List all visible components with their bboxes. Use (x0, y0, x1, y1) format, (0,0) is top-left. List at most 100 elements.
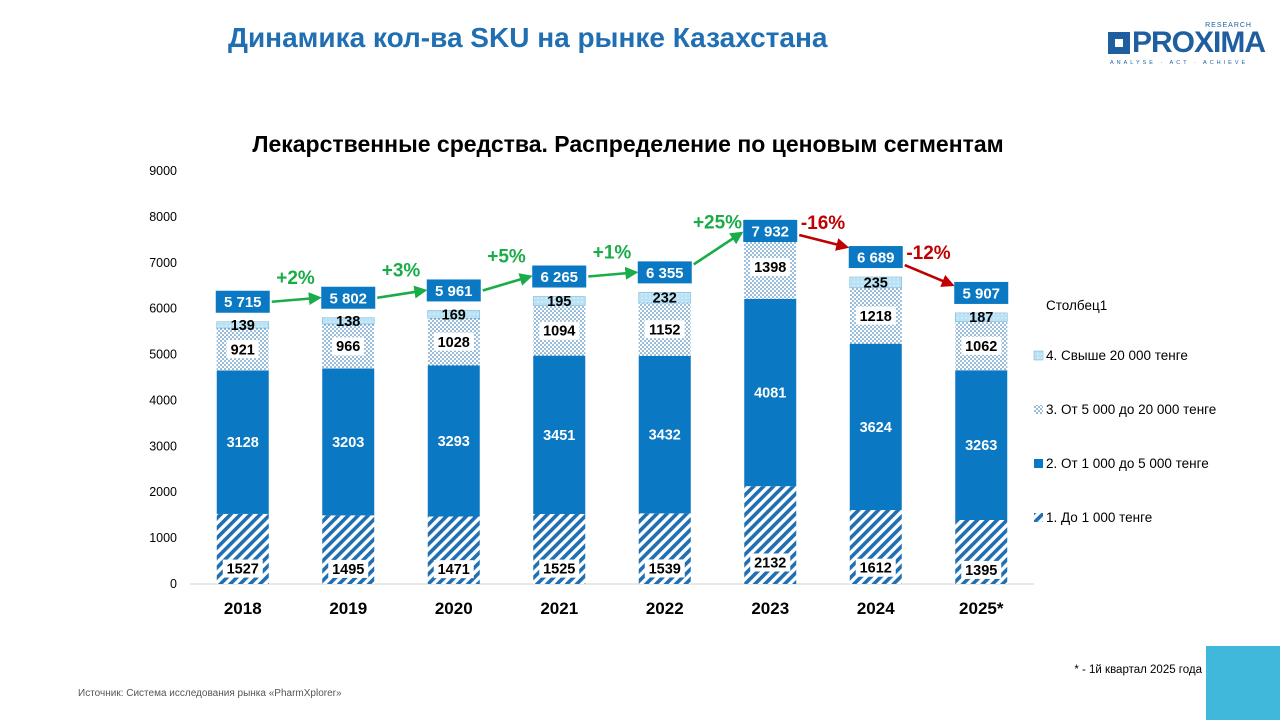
value-label: 966 (336, 339, 360, 355)
value-label-bg (433, 332, 474, 351)
growth-label: -12% (906, 243, 950, 264)
value-label: 1495 (332, 562, 364, 578)
value-label: 3128 (227, 435, 259, 451)
total-box (954, 281, 1009, 304)
legend-swatch (1034, 459, 1043, 468)
corner-decoration (1206, 646, 1280, 720)
x-tick-label: 2020 (435, 599, 473, 618)
value-label-bg (539, 559, 580, 578)
value-label-bg (855, 558, 896, 577)
growth-label: +25% (693, 213, 742, 234)
total-label: 5 907 (962, 285, 1000, 302)
value-label: 1094 (543, 324, 575, 340)
growth-arrow (588, 266, 639, 280)
value-label: 2132 (754, 555, 786, 571)
logo-name: PROXIMA (1132, 26, 1266, 59)
page-title: Динамика кол-ва SKU на рынке Казахстана (228, 22, 828, 53)
legend-label: 4. Свыше 20 000 тенге (1046, 348, 1188, 363)
value-label: 1218 (860, 309, 892, 325)
value-label: 1612 (860, 561, 892, 577)
proxima-logo: PROXIMA RESEARCH ANALYSE · ACT · ACHIEVE (1108, 22, 1266, 70)
bar-segment (427, 365, 480, 517)
value-label: 187 (969, 310, 993, 326)
total-box (215, 290, 270, 313)
source-note: Источник: Система исследования рынка «Ph… (78, 688, 342, 699)
logo-research: RESEARCH (1205, 22, 1252, 29)
total-box (426, 279, 481, 302)
legend-label: 2. От 1 000 до 5 000 тенге (1046, 456, 1209, 471)
legend: Столбец1 4. Свыше 20 000 тенге 3. От 5 000… (1033, 298, 1216, 525)
y-tick-label: 5000 (149, 348, 177, 362)
value-label: 1062 (965, 339, 997, 355)
value-label: 1525 (543, 562, 575, 578)
x-tick-label: 2023 (751, 599, 789, 618)
y-tick-label: 7000 (149, 256, 177, 270)
legend-swatch (1034, 513, 1043, 522)
total-box (532, 265, 587, 288)
footnote: * - 1й квартал 2025 года (1074, 664, 1202, 676)
growth-label: +3% (382, 260, 421, 281)
value-label-bg (332, 337, 365, 356)
bar-segment (532, 296, 586, 306)
value-label: 3432 (649, 428, 681, 444)
value-label-bg (855, 306, 896, 325)
total-label: 6 355 (646, 265, 684, 282)
growth-label: +1% (593, 242, 632, 263)
growth-arrow (798, 233, 850, 251)
value-label: 4081 (754, 386, 786, 402)
bar-segment (216, 321, 270, 329)
value-label: 1539 (649, 561, 681, 577)
value-label-bg (539, 321, 580, 340)
total-label: 6 689 (857, 250, 895, 267)
value-label: 3263 (965, 438, 997, 454)
value-label: 1028 (438, 335, 470, 351)
value-label: 1395 (965, 563, 997, 579)
bar-segment (744, 298, 797, 487)
y-tick-label: 2000 (149, 485, 177, 499)
total-box (743, 220, 798, 243)
growth-arrow (271, 292, 322, 306)
x-tick-label: 2022 (646, 599, 684, 618)
y-tick-label: 9000 (149, 164, 177, 178)
growth-label: -16% (801, 213, 845, 234)
bar-segment (954, 312, 1008, 322)
totals-layer: 5 715 5 802 5 961 6 265 6 355 7 932 6 689 5 907 (215, 220, 1009, 313)
total-box (637, 261, 692, 284)
value-label: 1527 (227, 562, 259, 578)
value-label: 232 (653, 291, 677, 307)
y-tick-label: 4000 (149, 393, 177, 407)
legend-swatch (1034, 405, 1043, 414)
bar-segment (849, 276, 903, 289)
logo-square-icon (1108, 32, 1130, 54)
growth-label: +2% (276, 268, 315, 289)
growth-arrow (482, 273, 533, 292)
bar-segment (216, 370, 269, 514)
value-label-bg (750, 257, 791, 276)
chart-title: Лекарственные средства. Распределение по… (252, 131, 1003, 157)
value-label-bg (328, 559, 369, 578)
value-label-bg (644, 320, 685, 339)
growth-arrow (904, 263, 955, 287)
x-tick-label: 2024 (857, 599, 895, 618)
value-label-bg (226, 340, 259, 359)
y-tick-label: 6000 (149, 302, 177, 316)
growth-arrow (693, 231, 744, 266)
value-label: 3451 (543, 428, 575, 444)
value-label-bg (222, 559, 263, 578)
bar-segment (322, 368, 375, 516)
total-label: 5 961 (435, 283, 473, 300)
legend-label: 3. От 5 000 до 20 000 тенге (1046, 402, 1216, 417)
x-tick-label: 2025* (959, 599, 1004, 618)
bar-segment (321, 317, 375, 325)
bar-segment (533, 355, 586, 515)
value-label: 3624 (860, 420, 892, 436)
logo-tagline: ANALYSE · ACT · ACHIEVE (1110, 60, 1249, 66)
y-tick-label: 1000 (149, 531, 177, 545)
bar-segment (427, 310, 481, 319)
total-label: 5 715 (224, 294, 262, 311)
value-label: 139 (231, 318, 255, 334)
legend-swatch (1033, 350, 1044, 361)
bar-segment (955, 370, 1008, 520)
total-box (321, 286, 376, 309)
